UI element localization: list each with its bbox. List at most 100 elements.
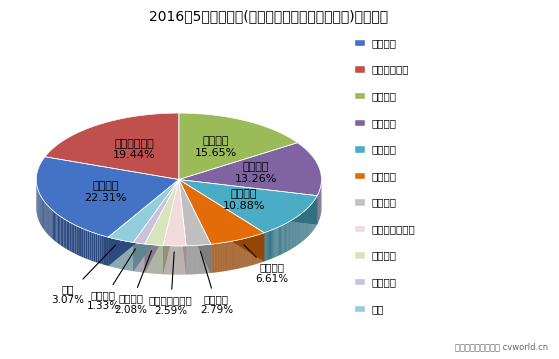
FancyBboxPatch shape (355, 226, 365, 232)
FancyBboxPatch shape (355, 120, 365, 126)
Polygon shape (228, 242, 229, 271)
Polygon shape (179, 180, 211, 273)
Polygon shape (304, 211, 305, 240)
Polygon shape (242, 239, 243, 268)
Polygon shape (108, 180, 179, 266)
Polygon shape (256, 235, 257, 264)
Text: 制图：第一商用车网 cvworld.cn: 制图：第一商用车网 cvworld.cn (454, 343, 548, 352)
Polygon shape (179, 180, 317, 224)
Polygon shape (229, 242, 230, 270)
Polygon shape (70, 222, 71, 252)
Polygon shape (36, 157, 179, 237)
Polygon shape (250, 237, 251, 266)
Polygon shape (249, 237, 250, 266)
Polygon shape (266, 232, 267, 261)
Polygon shape (241, 239, 242, 268)
Polygon shape (298, 215, 299, 245)
Polygon shape (215, 244, 216, 272)
Polygon shape (288, 222, 289, 251)
Polygon shape (213, 244, 214, 273)
Polygon shape (301, 213, 302, 242)
Polygon shape (216, 243, 217, 272)
FancyBboxPatch shape (355, 252, 365, 259)
Polygon shape (289, 221, 290, 250)
Polygon shape (102, 236, 104, 265)
Polygon shape (276, 228, 277, 257)
Polygon shape (163, 180, 179, 274)
Polygon shape (41, 197, 42, 227)
Polygon shape (51, 209, 53, 239)
Polygon shape (235, 241, 236, 269)
Polygon shape (97, 234, 100, 264)
FancyBboxPatch shape (355, 279, 365, 285)
Text: 其他: 其他 (372, 304, 384, 314)
Polygon shape (223, 243, 224, 271)
Polygon shape (224, 242, 225, 271)
Polygon shape (217, 243, 218, 272)
Polygon shape (179, 180, 264, 244)
Polygon shape (252, 236, 253, 265)
Text: 中国重汽
15.65%: 中国重汽 15.65% (195, 136, 237, 158)
Text: 一汽集团
22.31%: 一汽集团 22.31% (84, 181, 126, 203)
Polygon shape (100, 235, 102, 264)
Polygon shape (221, 243, 222, 272)
Polygon shape (302, 212, 303, 241)
Polygon shape (50, 208, 51, 238)
Polygon shape (179, 180, 186, 275)
Polygon shape (54, 211, 55, 241)
Polygon shape (226, 242, 227, 271)
Text: 北奔重汽: 北奔重汽 (372, 277, 397, 287)
Polygon shape (277, 227, 278, 256)
Polygon shape (283, 224, 285, 253)
Polygon shape (145, 180, 179, 246)
Polygon shape (273, 229, 274, 258)
Polygon shape (214, 244, 215, 272)
Text: 东风汽车公司: 东风汽车公司 (372, 65, 409, 75)
Polygon shape (179, 180, 211, 273)
Polygon shape (254, 236, 255, 265)
Polygon shape (257, 235, 258, 264)
Polygon shape (236, 240, 237, 269)
Text: 安徽江淮
6.61%: 安徽江淮 6.61% (244, 245, 288, 284)
Polygon shape (84, 229, 86, 258)
Polygon shape (274, 228, 276, 257)
FancyBboxPatch shape (355, 306, 365, 312)
Polygon shape (230, 241, 231, 270)
Text: 成都大运: 成都大运 (372, 197, 397, 208)
FancyBboxPatch shape (355, 173, 365, 179)
Polygon shape (179, 180, 211, 246)
Polygon shape (258, 234, 259, 264)
Text: 安徽华菱: 安徽华菱 (372, 251, 397, 261)
Polygon shape (104, 236, 106, 265)
Polygon shape (55, 213, 56, 242)
Polygon shape (82, 228, 84, 258)
FancyBboxPatch shape (355, 40, 365, 46)
Polygon shape (231, 241, 233, 270)
Polygon shape (218, 243, 219, 272)
Polygon shape (44, 201, 45, 230)
Polygon shape (278, 227, 279, 256)
Polygon shape (253, 236, 254, 265)
Polygon shape (270, 230, 271, 259)
Polygon shape (179, 113, 297, 180)
Polygon shape (246, 238, 247, 267)
FancyBboxPatch shape (355, 199, 365, 206)
Polygon shape (287, 222, 288, 251)
Polygon shape (80, 227, 82, 257)
Polygon shape (240, 239, 241, 268)
Polygon shape (251, 237, 252, 265)
Text: 安徽华菱
2.08%: 安徽华菱 2.08% (115, 251, 151, 314)
Polygon shape (179, 180, 264, 261)
Polygon shape (73, 224, 75, 253)
Polygon shape (262, 233, 263, 262)
Polygon shape (89, 231, 92, 261)
Polygon shape (78, 227, 80, 256)
Polygon shape (227, 242, 228, 271)
Polygon shape (179, 180, 264, 261)
Polygon shape (53, 210, 54, 240)
Polygon shape (45, 203, 46, 233)
Polygon shape (179, 180, 317, 224)
Polygon shape (261, 233, 262, 262)
Polygon shape (305, 210, 306, 239)
Polygon shape (40, 195, 41, 225)
